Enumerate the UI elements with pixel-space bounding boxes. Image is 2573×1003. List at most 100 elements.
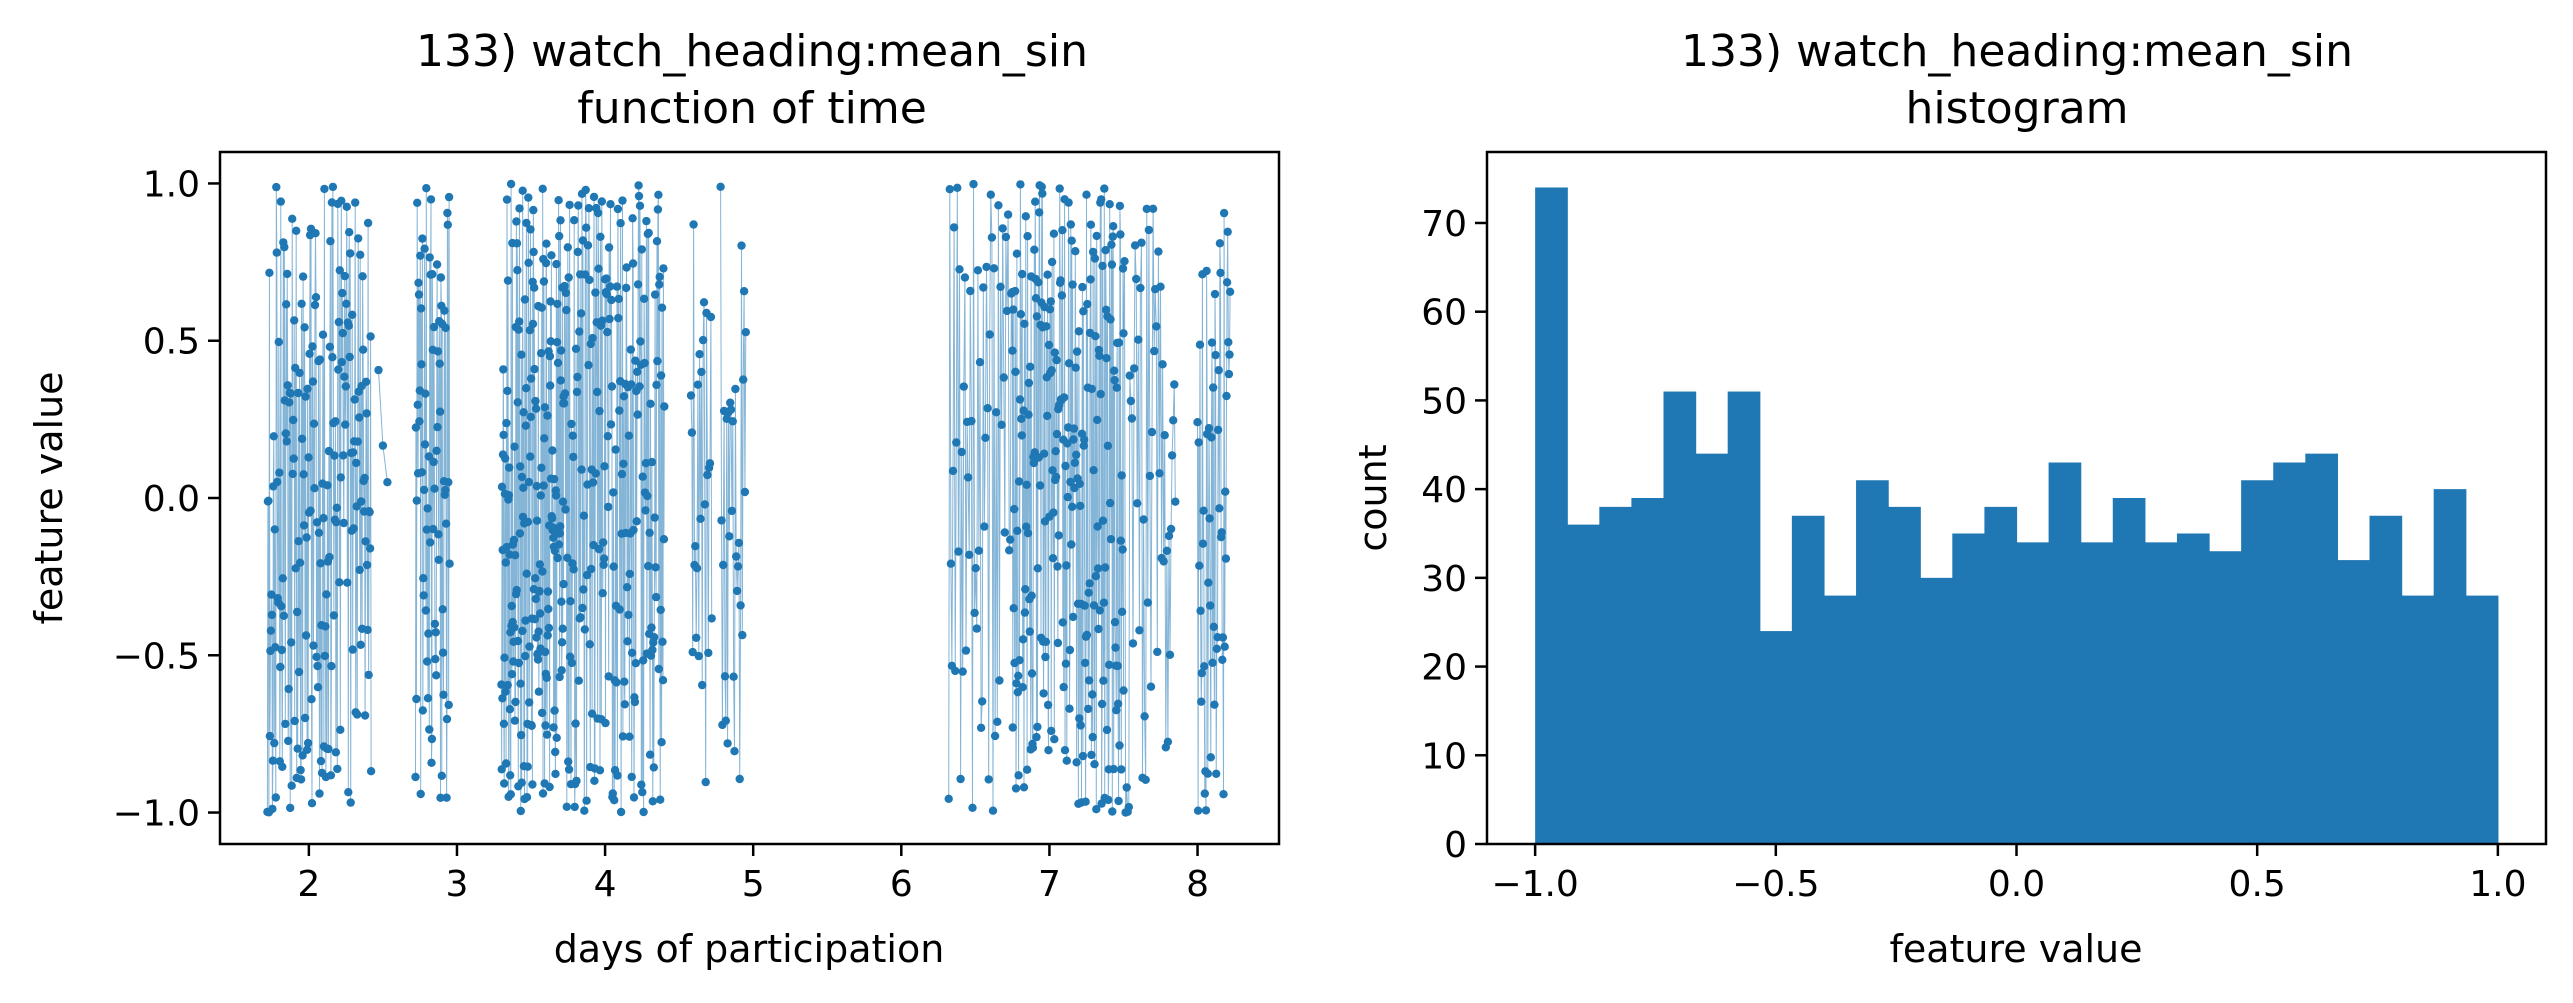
data-point <box>582 223 591 232</box>
data-point <box>1022 480 1031 489</box>
data-point <box>619 459 628 468</box>
time-series-title: 133) watch_heading:mean_sin <box>416 26 1088 77</box>
data-point <box>1162 546 1172 555</box>
data-point <box>415 417 424 426</box>
data-point <box>1207 433 1216 442</box>
data-point <box>503 386 512 396</box>
data-point <box>555 529 565 538</box>
data-point <box>1053 638 1063 648</box>
data-point <box>1020 608 1030 617</box>
data-point <box>1015 656 1024 665</box>
data-point <box>1222 391 1231 401</box>
data-point <box>299 521 309 530</box>
data-point <box>1018 635 1028 644</box>
data-point <box>726 405 736 414</box>
histogram-bars <box>1535 187 2499 845</box>
data-point <box>284 684 293 694</box>
data-point <box>532 481 541 491</box>
data-point <box>732 586 742 596</box>
data-point <box>555 672 564 682</box>
data-point <box>1222 278 1232 287</box>
data-point <box>530 283 539 292</box>
data-point <box>601 718 610 728</box>
data-point <box>978 697 987 706</box>
data-point <box>610 796 619 805</box>
data-point <box>647 623 656 632</box>
data-point <box>602 290 611 299</box>
data-point <box>522 793 532 802</box>
histogram-bar <box>2305 453 2339 844</box>
x-tick-label: 0.5 <box>2229 864 2286 905</box>
data-point <box>314 528 324 537</box>
data-point <box>362 560 372 570</box>
data-point <box>970 608 979 618</box>
data-point <box>1209 622 1219 631</box>
histogram-bar <box>2048 462 2082 844</box>
data-point <box>432 446 441 455</box>
data-point <box>277 602 286 611</box>
data-point <box>585 275 594 285</box>
data-point <box>516 462 525 471</box>
data-point <box>1028 743 1038 752</box>
data-point <box>517 350 526 359</box>
data-point <box>1105 660 1114 669</box>
data-point <box>654 664 663 674</box>
data-point <box>436 793 445 802</box>
data-point <box>1203 769 1213 778</box>
data-point <box>625 732 634 741</box>
data-point <box>281 719 290 729</box>
data-point <box>1010 504 1019 514</box>
data-point <box>499 430 508 440</box>
data-point <box>986 190 995 199</box>
data-point <box>334 317 343 327</box>
histogram-x-ticks: −1.0 −0.5 0.0 0.5 1.0 <box>1491 844 2526 905</box>
data-point <box>338 328 347 338</box>
histogram-panel: 133) watch_heading:mean_sin histogram −1… <box>1351 26 2548 971</box>
data-point <box>1134 335 1143 344</box>
data-point <box>574 676 583 685</box>
data-point <box>531 396 540 406</box>
data-point <box>326 237 335 246</box>
data-point <box>512 217 521 226</box>
data-point <box>545 352 555 361</box>
data-point <box>543 631 552 640</box>
data-point <box>629 793 639 802</box>
data-point <box>509 535 519 545</box>
data-point <box>557 666 566 675</box>
data-point <box>349 448 358 457</box>
data-point <box>1067 540 1076 549</box>
data-point <box>519 408 528 417</box>
x-tick-label: 7 <box>1038 864 1061 905</box>
data-point <box>1144 225 1154 235</box>
data-point <box>589 192 599 202</box>
data-point <box>620 700 629 709</box>
data-point <box>279 611 288 620</box>
data-point <box>655 280 664 289</box>
data-point <box>429 524 438 534</box>
data-point <box>425 725 434 734</box>
data-point <box>997 420 1006 429</box>
data-point <box>270 738 279 748</box>
data-point <box>541 258 551 268</box>
data-point <box>622 283 631 293</box>
y-tick-label: 60 <box>1421 293 1467 334</box>
data-point <box>351 198 360 207</box>
data-point <box>536 609 545 618</box>
data-point <box>501 687 510 696</box>
histogram-bar <box>2433 489 2467 844</box>
data-point <box>1025 627 1035 636</box>
data-point <box>276 662 285 672</box>
y-tick-label: 50 <box>1421 381 1467 422</box>
data-point <box>1014 671 1023 680</box>
data-point <box>513 636 523 646</box>
data-point <box>571 344 581 353</box>
data-point <box>704 648 713 658</box>
data-point <box>441 519 451 528</box>
data-point <box>521 616 530 625</box>
data-point <box>1033 722 1042 732</box>
data-point <box>605 314 614 324</box>
data-point <box>298 272 308 281</box>
data-point <box>506 790 515 799</box>
data-point <box>553 299 562 309</box>
data-point <box>659 535 669 544</box>
